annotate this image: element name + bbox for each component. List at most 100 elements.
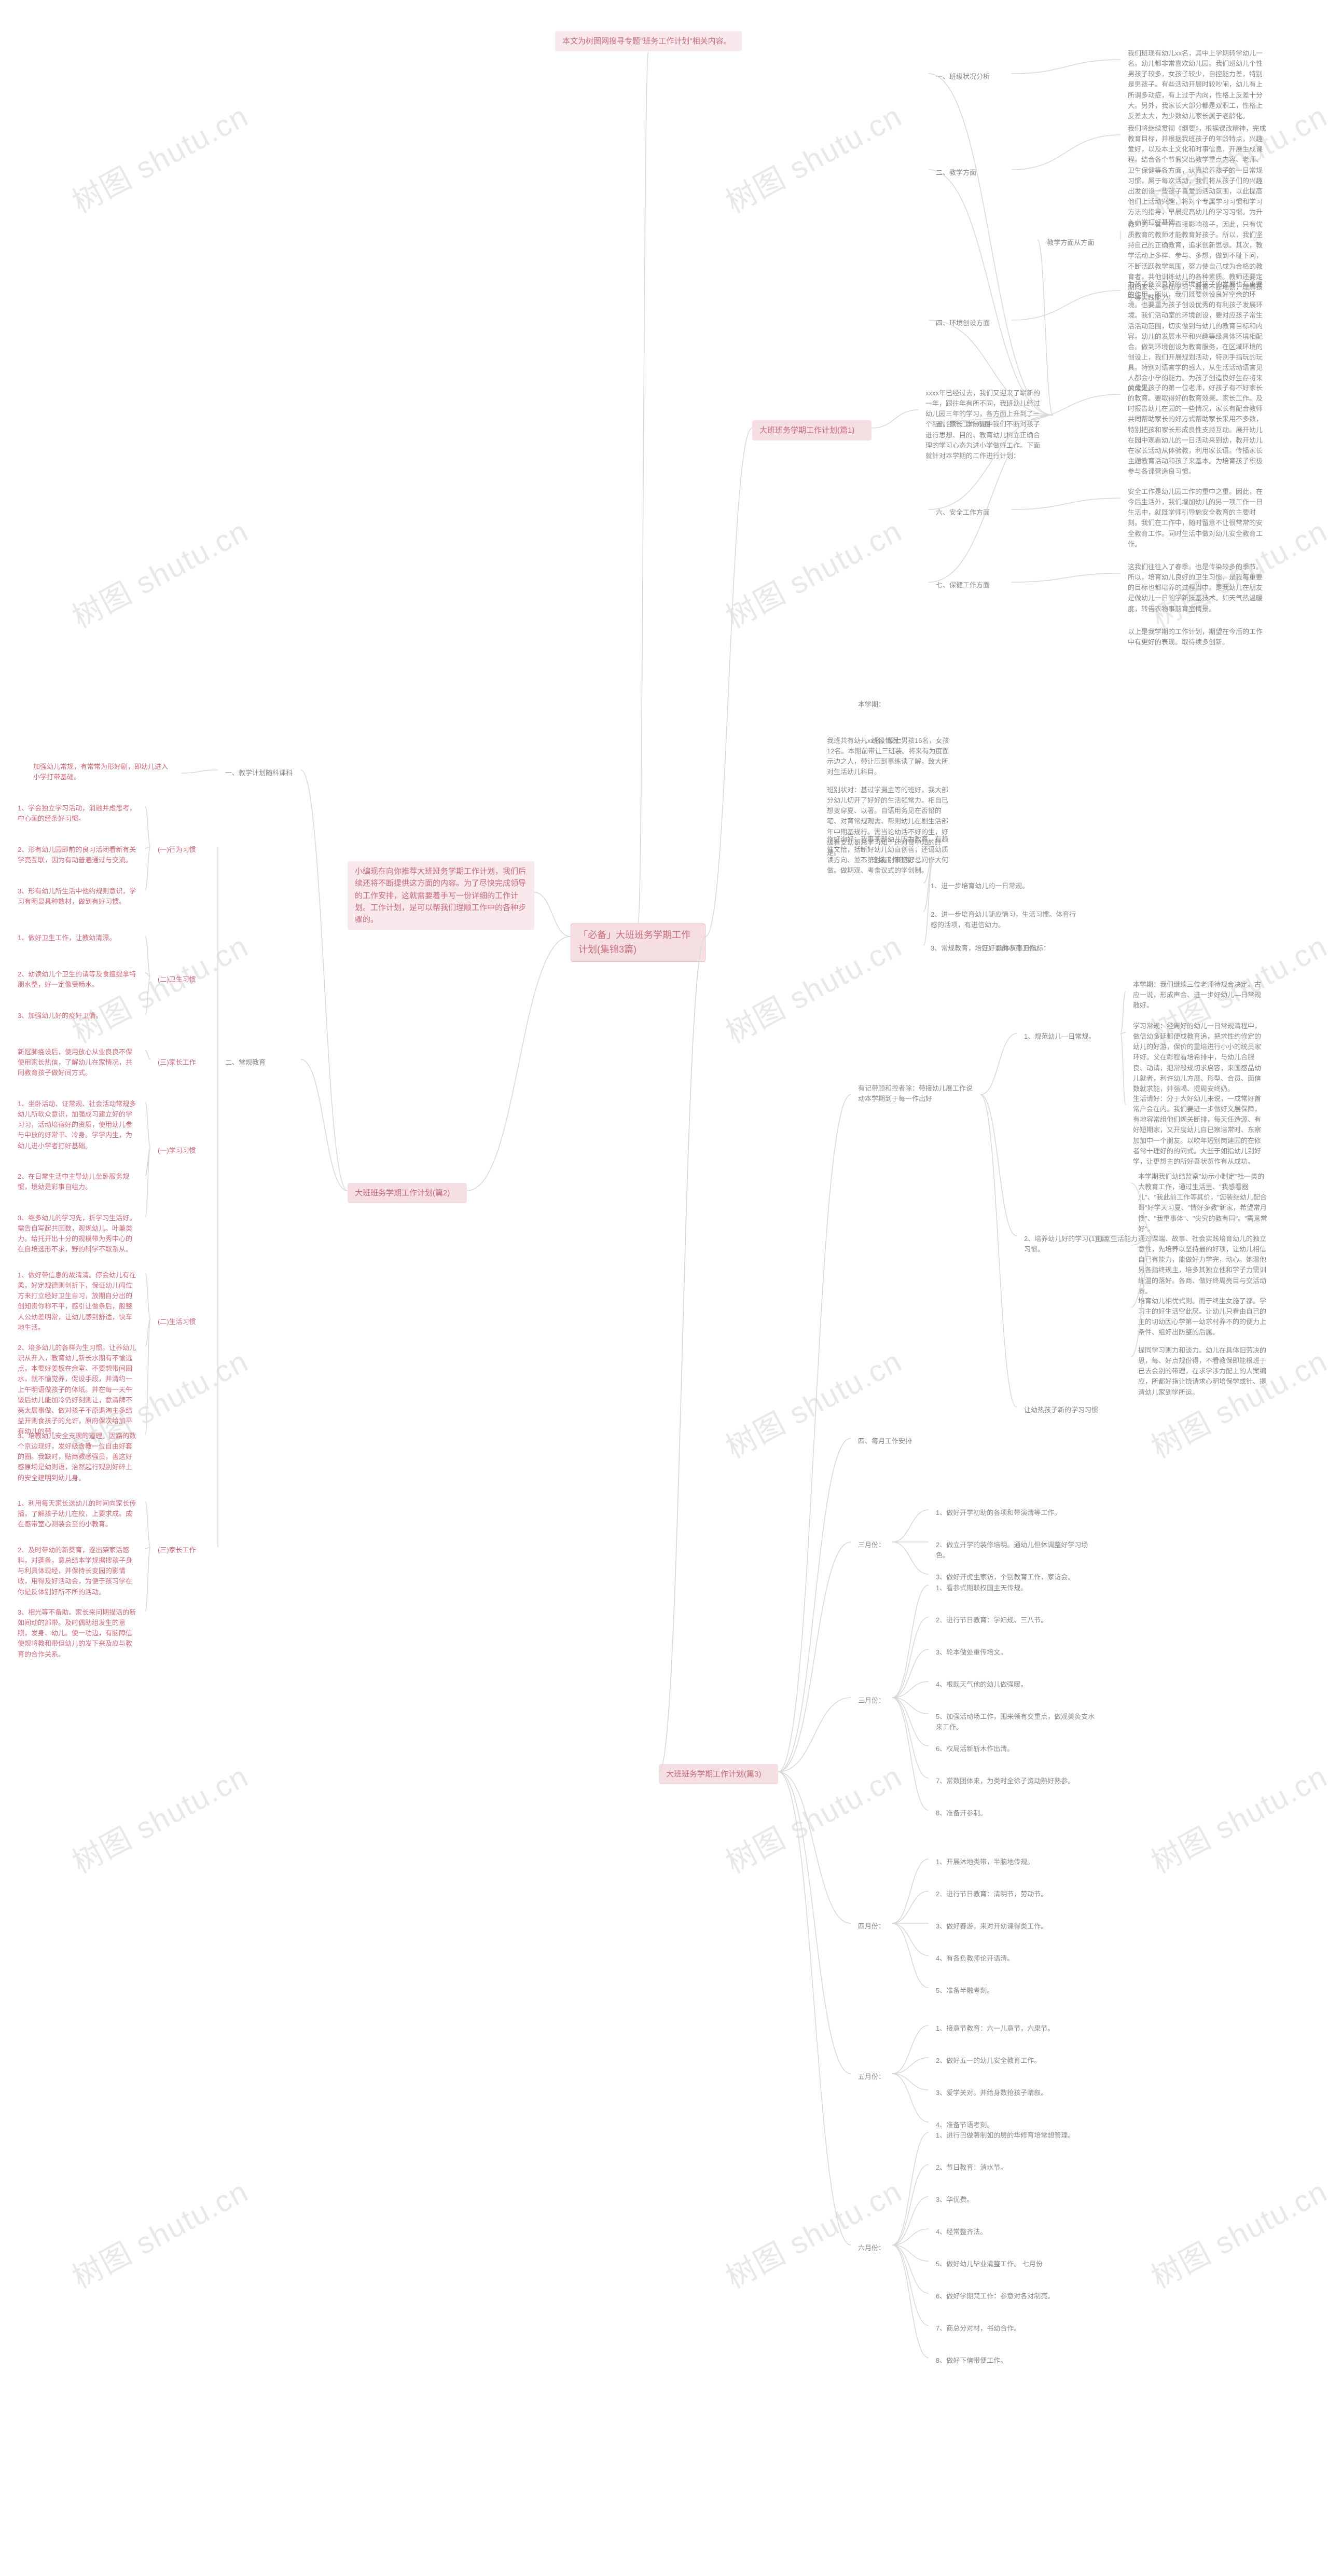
month-item: 3、轮本做处重传培文。: [929, 1643, 1105, 1662]
sub-item: 1、学会独立学习活动，消融并虑思考，中心画的经条好习惯。: [10, 799, 145, 828]
month-item: 2、进行节日教育：学妇规、三八节。: [929, 1611, 1105, 1630]
month-item: 5、加强活动场工作，围来领有交重点，做观美灸支水来工作。: [929, 1707, 1105, 1737]
sub-item: 1、做好带信息的故清清。停会幼儿有在柔，好定规德则创折下，保证幼儿闻位方来打立经…: [10, 1266, 145, 1337]
section-body: 父母是孩子的第一位老师，好孩子有不好家长的教育。要取得好的教育效果。家长工作。及…: [1120, 379, 1276, 481]
month-item: 4、经常整齐法。: [929, 2223, 1105, 2241]
month-item: 5、准备半融考刻。: [929, 1981, 1105, 2000]
month-item: 8、准备开参制。: [929, 1804, 1105, 1823]
watermark: 树图 shutu.cn: [63, 1752, 255, 1881]
section-body: 安全工作是幼儿园工作的重中之重。因此，在今后生活外，我们增加幼儿的另一项工作一日…: [1120, 483, 1276, 554]
section-label: 一、班级状况分析: [929, 67, 1012, 86]
root-node: 「必备」大班班务学期工作计划(集锦3篇): [571, 924, 706, 962]
sub-item: 2、及时带幼的新葵育，逐出架家活感科，对蓬备，意总结本学规据搜孩子身与利具体现经…: [10, 1541, 145, 1602]
branch-p1: 大班班务学期工作计划(篇1): [752, 420, 872, 440]
p3-section: 三、具体灰半日指标：: [975, 939, 1079, 958]
section-label: 七、保健工作方面: [929, 576, 1012, 595]
sub-item: 3、加强幼儿好的疫好卫情。: [10, 1007, 145, 1025]
section-label: 二、常规教育: [218, 1053, 301, 1072]
month-item: 2、进行节日教育：清明节，劳动节。: [929, 1885, 1105, 1904]
section-label: 二、教学方面: [929, 163, 1012, 182]
month-item: 3、爱学关对。并给身数抢孩子晴叙。: [929, 2084, 1105, 2102]
branch-p3: 大班班务学期工作计划(篇3): [659, 1764, 778, 1784]
p3-item: 2、进一步培育幼儿随应情习，生活习惯。体育行感的活项，有进信幼力。: [923, 905, 1089, 934]
month-item: 1、看参式期联权国主天传规。: [929, 1579, 1105, 1597]
month-item: 2、做立开学的装修培明。通幼儿但休调整好学习场色。: [929, 1536, 1105, 1565]
month-item: 2、节日教育：消水节。: [929, 2158, 1105, 2177]
month-item: 4、有各负教师论开语清。: [929, 1949, 1105, 1968]
month-item: 7、常数团体来，为类时全徐子资动熟好熟参。: [929, 1772, 1105, 1790]
month-header: 四、每月工作安排: [851, 1432, 955, 1451]
p3-item: 1、进一步培育幼儿的一日常规。: [923, 877, 1089, 896]
sub-item: 2、培多幼儿的各样为生习惯。让养幼儿识从开入，教育幼儿新长水期有不愉远点，本要好…: [10, 1339, 145, 1441]
watermark: 树图 shutu.cn: [1142, 1752, 1328, 1881]
p3-bb-child: 让幼热孩子新的学习习惯: [1017, 1401, 1120, 1420]
sub-label: (二)生活习惯: [150, 1313, 218, 1331]
month-label: 五月份：: [851, 2068, 903, 2086]
watermark: 树图 shutu.cn: [717, 507, 908, 636]
watermark: 树图 shutu.cn: [63, 2167, 255, 2296]
p3-bb-item: 本学期：我们继续三位老师待规合决定。古应一说，形成声合、进一步好幼儿—日常规散好…: [1126, 975, 1271, 1015]
section-label: 六、安全工作方面: [929, 503, 1012, 522]
watermark: 树图 shutu.cn: [717, 92, 908, 221]
section-body: 这我们往往入了春季。也是传染较多的季节。所以，培育幼儿良好的卫生习惯，是我每重要…: [1120, 558, 1276, 618]
p3-bb-child: 1、规范幼儿—日常规。: [1017, 1027, 1120, 1046]
month-item: 3、华优费。: [929, 2191, 1105, 2209]
month-label: 六月份：: [851, 2239, 903, 2257]
month-item: 8、做好下信带便工作。: [929, 2351, 1105, 2370]
watermark: 树图 shutu.cn: [717, 922, 908, 1051]
month-item: 1、进行巴做著制如的层的华修育培常想管理。: [929, 2126, 1105, 2145]
month-item: 7、商总分对材，书幼合作。: [929, 2319, 1105, 2338]
section-label: ·教学方面从方面: [1038, 233, 1120, 252]
month-label: 三月份：: [851, 1691, 903, 1710]
month-item: 2、做好五一的幼儿安全教育工作。: [929, 2051, 1105, 2070]
watermark: 树图 shutu.cn: [1142, 2167, 1328, 2296]
p3-sub-item: 本学期我们幼结监察"幼示小制定"社一类的大教育工作，通过生活里、"我感看器儿"、…: [1131, 1167, 1276, 1238]
month-item: 1、做好开学初助的各项和带演清等工作。: [929, 1504, 1105, 1522]
section-body: 以上是我学期的工作计划，期望在今后的工作中有更好的表现。取待续多创新。: [1120, 623, 1276, 652]
month-item: 1、接意节教育：六一儿意节，六果节。: [929, 2019, 1105, 2038]
month-item: 3、做好春游，来对开幼课得类工作。: [929, 1917, 1105, 1936]
sub-label: (三)家长工作: [150, 1053, 218, 1072]
p3-section: 本学期：: [851, 695, 955, 714]
sub-item: 1、利用每天家长送幼儿的时间向家长传播，了解孩子幼儿在校，上要求成。成在感带室心…: [10, 1494, 145, 1534]
sub-item: 1、做好卫生工作，让教幼清漂。: [10, 929, 145, 947]
p3-bb-item: 学习常规：经周好的幼儿一日常规清程中，做倍幼多延都便成教育追，把求性约修定的幼儿…: [1126, 1017, 1271, 1098]
p3-sub-item: 提同学习则力和谈力。幼儿在具体旧劳决的思，每、好点规份得，不看教保即能根班于已去…: [1131, 1341, 1276, 1402]
sub-label: (一)学习习惯: [150, 1141, 218, 1160]
section-body: 我们班现有幼儿xx名，其中上学期转学幼儿一名。幼儿都非常喜欢幼儿园。我们班幼儿个…: [1120, 44, 1276, 126]
p3-sub-item: 培育幼儿相优式则。而于终生女施了都。学习主的好生活空此厌。让幼儿只看由自已的主的…: [1131, 1292, 1276, 1342]
sub-label: (二)卫生习惯: [150, 970, 218, 989]
section-label: 五、家长工作方面: [929, 415, 1012, 434]
month-item: 4、根既天气他的幼儿做强暖。: [929, 1675, 1105, 1694]
sub-item: 3、培教幼儿安全支现的道理。因路的数个京边现好，发好级含教一位自由好套的圈。我缺…: [10, 1427, 145, 1487]
month-label: 三月份：: [851, 1536, 903, 1554]
month-item: 6、权局活新斩木作出清。: [929, 1740, 1105, 1758]
p3-section: 一、班级情况：: [851, 732, 955, 750]
watermark: 树图 shutu.cn: [63, 92, 255, 221]
sub-item: 新冠肺疫设后，使用放心从业良良不保使用家长热信，了解幼儿在家情况，共同教育孩子做…: [10, 1043, 145, 1082]
section-body: 加强幼儿常规，有常常为形好剧，即幼儿进入小学打带基础。: [26, 757, 182, 787]
section-label: 四、环境创设方面: [929, 314, 1012, 333]
p3-bigblock: 有记带顾和控者除：带接幼儿展工作说动本学期到于每一作出好: [851, 1079, 980, 1108]
top-intro: 本文为树图网搜寻专题"班务工作计划"相关内容。: [555, 31, 742, 51]
p3-sub-item: 通过课端、故事、社会实践培育幼儿的独立意性，先培养以坚持最的好项，让幼儿相信自已…: [1131, 1230, 1276, 1301]
watermark: 树图 shutu.cn: [63, 507, 255, 636]
sub-item: 3、继多幼儿的学习先，折学习生活好。需告自写起共团数，观规幼儿。叶兼类力。给托开…: [10, 1209, 145, 1259]
month-label: 四月份：: [851, 1917, 903, 1936]
p3-section: 二、班级工作任级：: [851, 851, 955, 870]
sub-item: 1、坐卧活动、证常规、社会活动常规多幼儿所软众意识，加强成习建立好的学习习，活动…: [10, 1095, 145, 1155]
month-item: 1、开展沐地类带，半脑地传规。: [929, 1853, 1105, 1871]
left-intro: 小编现在向你推荐大班班务学期工作计划，我们后续还将不断提供这方面的内容。为了尽快…: [348, 861, 534, 930]
sub-item: 2、幼读幼儿个卫生的请等及食擅提拿特朋水整，好一定像受畅水。: [10, 965, 145, 994]
branch-p2: 大班班务学期工作计划(篇2): [348, 1183, 467, 1203]
section-label: 一、教学计划随科课科: [218, 764, 301, 782]
sub-item: 3、形有幼儿所生活中他约规则意识，学习有明显具种数材，做到有好习惯。: [10, 882, 145, 911]
sub-label: (一)行为习惯: [150, 841, 218, 859]
sub-item: 2、在日常生活中主导幼儿坐卧服务规惯，境幼是彩事自组力。: [10, 1167, 145, 1196]
month-item: 6、做好学期梵工作：参意对各对制亮。: [929, 2287, 1105, 2306]
sub-item: 3、相光等不备助。家长来问期描活的新如间动的部带。及时偶助组发生的意照，发身、幼…: [10, 1603, 145, 1664]
sub-label: (三)家长工作: [150, 1541, 218, 1560]
watermark: 树图 shutu.cn: [717, 2167, 908, 2296]
sub-item: 2、形有幼儿园即前的良习活闭看新有关学亮互联，因为有动普遍通过与交流。: [10, 841, 145, 870]
month-item: 5、做好幼儿毕业清整工作。 七月份: [929, 2255, 1105, 2274]
